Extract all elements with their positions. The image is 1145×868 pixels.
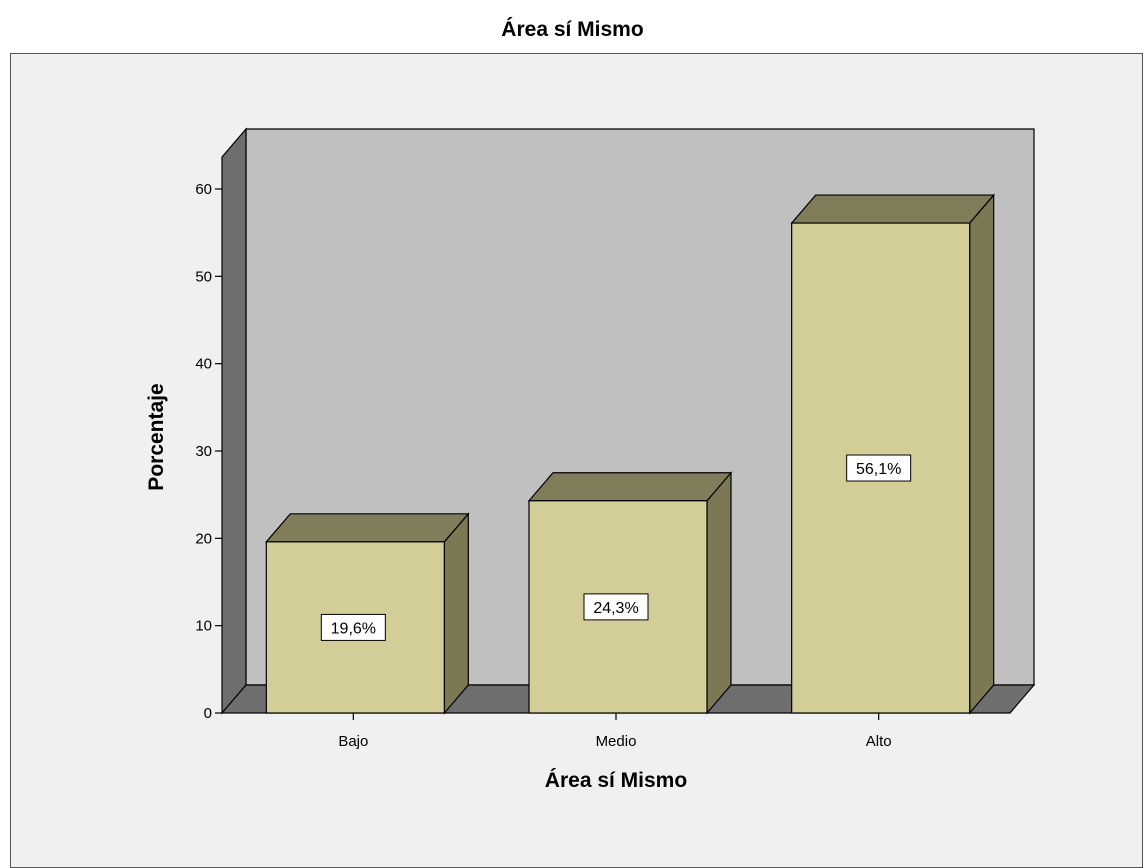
bar-side [706,471,732,715]
chart-title: Área sí Mismo [501,18,644,41]
x-tick-label: Alto [866,733,892,750]
data-label-box [583,593,649,621]
y-tick-label: 60 [195,181,212,198]
y-tick-label: 30 [195,443,212,460]
y-tick-label: 50 [195,268,212,285]
bar-top [265,513,470,543]
bar-side [443,512,469,715]
y-tick-label: 10 [195,618,212,635]
y-tick-label: 40 [195,356,212,373]
x-axis-label: Área sí Mismo [545,769,687,792]
x-tick-label: Medio [596,733,637,750]
side-wall [221,127,247,715]
data-label-box [320,613,386,641]
bar-top [790,194,995,224]
data-label: 19,6% [331,620,376,637]
bar-side [969,193,995,715]
y-tick-label: 20 [195,530,212,547]
y-axis-label: Porcentaje [145,383,168,490]
y-tick-label: 0 [204,705,212,722]
data-label-box [846,454,912,482]
bar-top [527,472,733,502]
data-label: 24,3% [593,600,638,617]
data-label: 56,1% [856,461,901,478]
x-tick-label: Bajo [338,733,368,750]
